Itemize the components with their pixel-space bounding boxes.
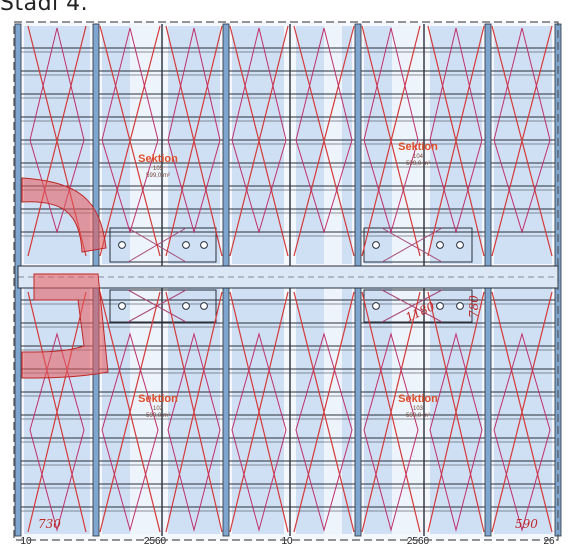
section-label-103: Sektion <box>398 393 438 405</box>
bay-light-strip <box>144 288 164 534</box>
bay-top <box>430 26 482 264</box>
brace-diamond <box>101 27 159 234</box>
brace-diamond <box>295 332 353 532</box>
link-node <box>436 241 444 249</box>
section-area-103: 599,0 m² <box>406 413 430 419</box>
section-label-102: Sektion <box>138 393 178 405</box>
brace-diamond <box>231 27 287 234</box>
labels-layer: Sektion 105 599,0 m² Sektion 104 599,0 m… <box>20 141 555 547</box>
brace-diamond <box>363 332 419 532</box>
brace-x <box>361 25 421 257</box>
bays-layer <box>24 26 552 534</box>
brace-x <box>229 291 289 533</box>
link-node <box>182 302 190 310</box>
brace-x <box>165 25 223 257</box>
link-frame <box>363 227 473 263</box>
brace-x <box>99 25 161 257</box>
link-brace <box>381 289 443 323</box>
link-node <box>200 241 208 249</box>
brace-diamond <box>429 332 483 532</box>
dim-left: 10 <box>20 536 32 547</box>
section-number-103: 103 <box>413 406 424 412</box>
section-number-105: 105 <box>153 166 164 172</box>
brace-x <box>27 25 87 257</box>
brace-x <box>293 25 355 257</box>
brace-diamond <box>493 27 551 234</box>
highlight-bracket-bottom <box>21 273 109 379</box>
page-title: Stadl 4. <box>0 0 89 16</box>
brace-diamond <box>29 332 85 532</box>
brace-diamond <box>493 332 551 532</box>
handwritten-590: 590 <box>515 517 538 531</box>
brace-x <box>491 291 553 533</box>
highlight-area <box>21 177 109 379</box>
section-label-105: Sektion <box>138 153 178 165</box>
section-number-102: 102 <box>153 406 164 412</box>
link-node <box>456 302 464 310</box>
walkway-layer <box>17 227 559 323</box>
link-node <box>372 302 380 310</box>
brace-diamond <box>101 332 159 532</box>
dim-span-right: 2560 <box>407 536 430 547</box>
handwritten-780: 780 <box>467 295 481 318</box>
bay-bottom <box>232 288 284 534</box>
brace-x <box>427 25 485 257</box>
link-frame <box>363 289 473 323</box>
brace-diamond <box>29 27 85 234</box>
link-node <box>456 241 464 249</box>
brace-diamond <box>167 332 221 532</box>
section-label-104: Sektion <box>398 141 438 153</box>
brace-diamond <box>295 27 353 234</box>
dim-span-left: 2560 <box>144 536 167 547</box>
brace-x <box>27 291 87 533</box>
section-area-102: 599,0 m² <box>146 413 170 419</box>
link-brace <box>381 227 443 263</box>
bay-light-strip <box>392 288 420 534</box>
outer-boundary <box>13 21 559 541</box>
brace-x <box>165 291 223 533</box>
link-node <box>372 241 380 249</box>
brace-x <box>99 291 161 533</box>
brace-diamond <box>429 27 483 234</box>
bracing-layer <box>27 25 553 533</box>
link-frame <box>109 289 217 323</box>
link-node <box>118 241 126 249</box>
link-node <box>436 302 444 310</box>
brace-diamond <box>363 27 419 234</box>
link-node <box>200 302 208 310</box>
section-area-104: 599,0 m² <box>406 161 430 167</box>
link-node <box>118 302 126 310</box>
brace-x <box>293 291 355 533</box>
bay-top <box>168 26 220 264</box>
link-frame <box>109 227 217 263</box>
bay-light-strip <box>144 26 164 264</box>
brace-x <box>491 25 553 257</box>
highlight-arc-top <box>21 177 107 253</box>
bay-light-strip <box>324 26 342 264</box>
brace-x <box>361 291 421 533</box>
brace-x <box>229 25 289 257</box>
bay-light-strip <box>392 26 420 264</box>
section-area-105: 599,0 m² <box>146 173 170 179</box>
brace-x <box>427 291 485 533</box>
dim-middle: 10 <box>281 536 293 547</box>
section-number-104: 104 <box>413 154 424 160</box>
brace-diamond <box>231 332 287 532</box>
brace-diamond <box>167 27 221 234</box>
dim-right: 26 <box>543 536 555 547</box>
handwritten-730: 730 <box>38 517 61 531</box>
link-node <box>182 241 190 249</box>
